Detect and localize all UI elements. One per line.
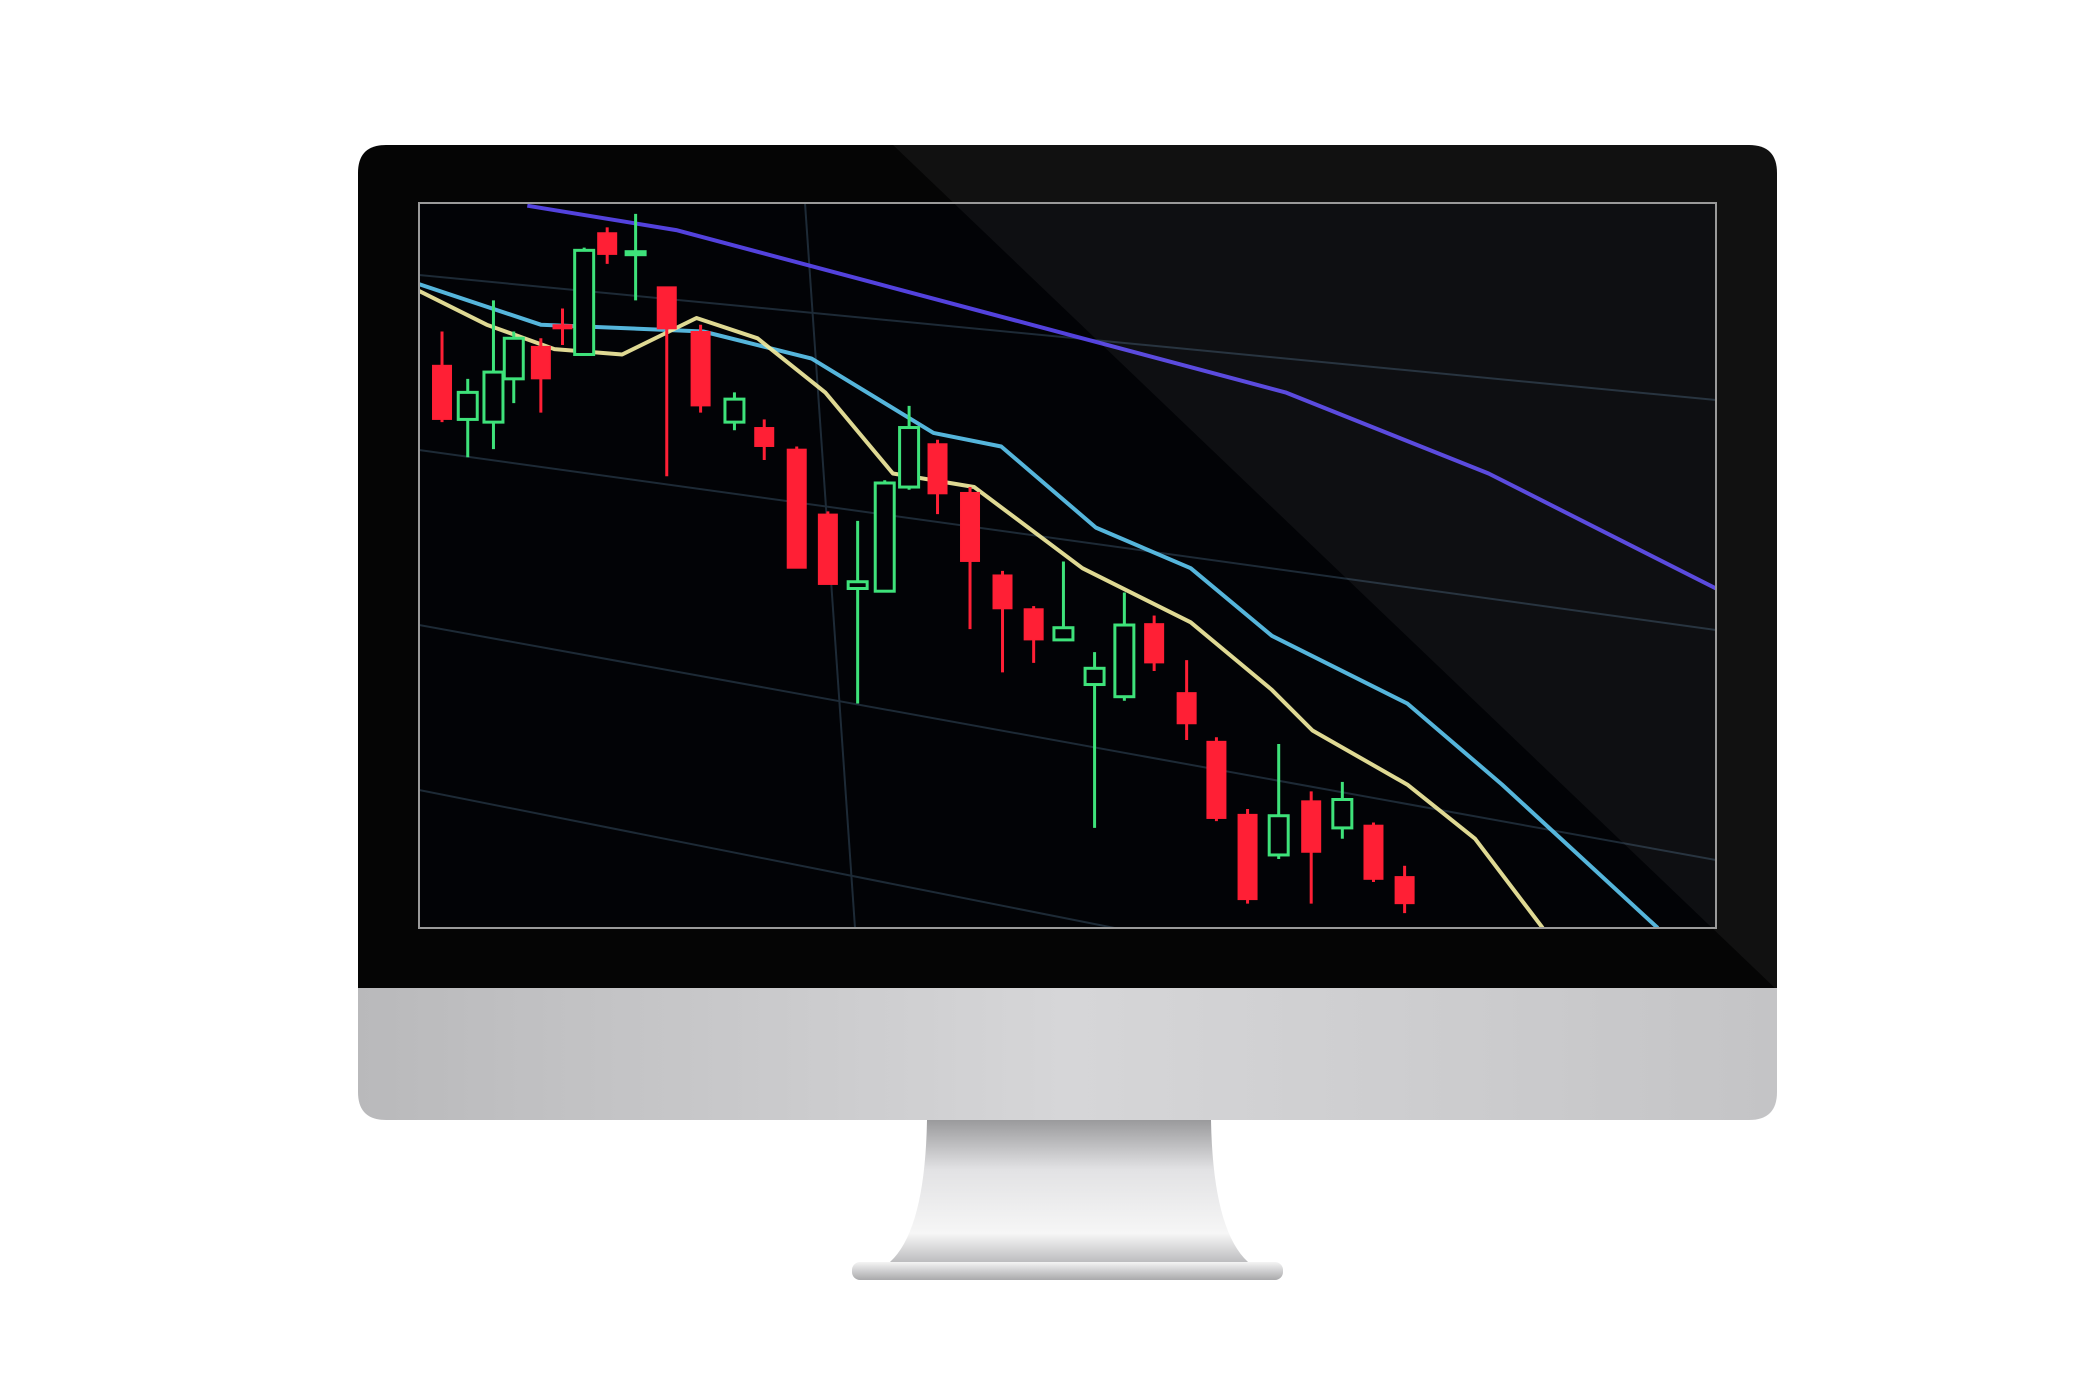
candle-body: [1331, 798, 1354, 830]
candle-body: [1301, 800, 1322, 853]
candle-body: [846, 580, 869, 590]
candle-body: [597, 232, 618, 255]
candle-body: [573, 248, 596, 356]
candle-body: [690, 330, 711, 407]
candle-body: [992, 574, 1013, 610]
candle-body: [786, 448, 807, 569]
candle-body: [1267, 814, 1290, 857]
stand-base: [852, 1262, 1283, 1280]
candle-body: [656, 286, 677, 330]
candle-body: [552, 324, 573, 330]
candle-body: [817, 513, 838, 585]
candle-body: [873, 481, 896, 593]
candle-body: [1394, 876, 1415, 905]
candle-body: [1083, 666, 1106, 687]
candle-body: [432, 364, 453, 420]
candle-body: [1052, 626, 1075, 642]
grid-line: [419, 449, 1716, 631]
plot: [419, 203, 1716, 928]
screen: [419, 203, 1716, 928]
candle-body: [1206, 740, 1227, 819]
stand-neck: [890, 1120, 1248, 1262]
grid-line: [419, 624, 1716, 861]
moving-average-line: [419, 282, 1660, 928]
monitor-chin: [358, 988, 1777, 1120]
grid-line: [419, 789, 1120, 928]
glass-reflection: [893, 145, 1777, 990]
screen-border: [418, 202, 1717, 929]
candle-body: [1023, 608, 1044, 641]
candle-body: [898, 426, 921, 489]
candle-body: [502, 336, 525, 381]
candle-body: [624, 250, 647, 257]
candle-body: [723, 397, 746, 424]
candle-body: [754, 427, 775, 447]
candle-body: [1363, 824, 1384, 880]
candle-body: [1144, 623, 1165, 664]
candle-body: [1176, 692, 1197, 725]
candle-body: [927, 443, 948, 495]
candle-body: [482, 370, 505, 424]
candle-body: [960, 491, 981, 562]
candle-body: [1237, 813, 1258, 901]
candle-body: [530, 345, 551, 380]
candle-body: [1113, 623, 1136, 699]
candle-body: [456, 390, 479, 421]
moving-average-line: [526, 203, 1716, 591]
